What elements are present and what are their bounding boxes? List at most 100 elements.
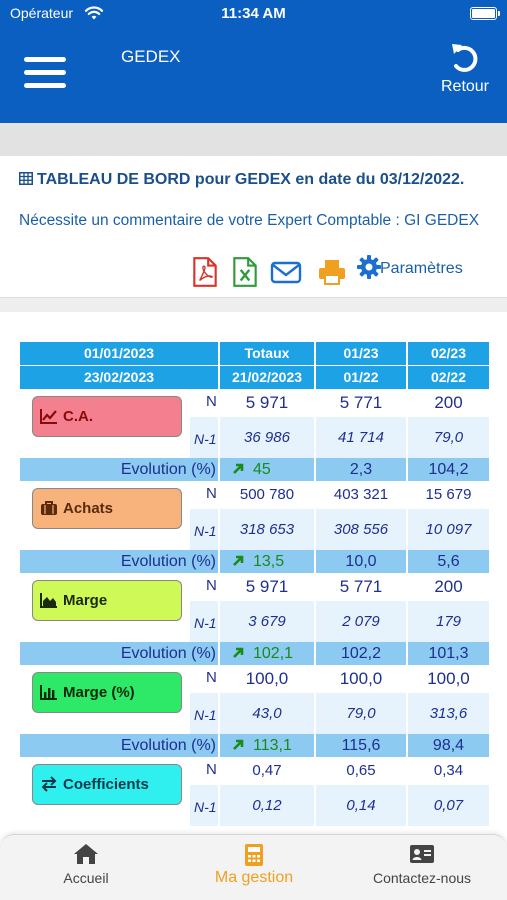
evolution-value: 10,0 [316,550,406,573]
wifi-icon [84,6,104,20]
header-cell: 01/01/2023 [20,342,218,365]
metric-label: C.A. [63,408,93,425]
printer-icon[interactable] [316,256,348,288]
arrow-up-right-icon [233,739,244,750]
accountant-comment: Nécessite un commentaire de votre Expert… [19,212,480,229]
metric-block-marge: Marge N N-1 5 971 5 771 200 3 679 2 079 … [20,574,489,666]
metric-block-achats: Achats N N-1 500 780 403 321 15 679 318 … [20,482,489,574]
settings-button[interactable]: Paramètres [356,254,496,284]
label-n: N [206,577,217,594]
arrow-up-right-icon [233,555,244,566]
back-button[interactable]: Retour [435,42,495,102]
briefcase-icon [41,501,57,515]
metric-block-marge-pct: Marge (%) N N-1 100,0 100,0 100,0 43,0 7… [20,666,489,758]
evolution-value: 2,3 [316,458,406,481]
value-n1: 2 079 [316,601,406,642]
tab-contactez-nous[interactable]: Contactez-nous [342,843,502,886]
metric-label: Achats [63,500,114,517]
header-cell: Totaux [220,342,314,365]
value-n: 0,34 [408,758,489,784]
value-n1: 3 679 [220,601,314,642]
metric-button-achats[interactable]: Achats [32,488,182,529]
metric-button-marge-pct[interactable]: Marge (%) [32,672,182,713]
metric-label: Coefficients [63,776,149,793]
value-n: 0,65 [316,758,406,784]
status-bar: Opérateur 11:34 AM [0,0,507,30]
evolution-value: 98,4 [408,734,489,757]
spacer-band [0,123,507,156]
clock: 11:34 AM [221,5,286,22]
tab-accueil[interactable]: Accueil [6,843,166,886]
evolution-value: 5,6 [408,550,489,573]
home-icon [74,844,98,864]
value-n1: 0,07 [408,785,489,826]
evolution-label: Evolution (%) [20,458,218,481]
value-n1: 36 986 [220,417,314,458]
tab-ma-gestion[interactable]: Ma gestion [174,843,334,887]
value-n1: 0,14 [316,785,406,826]
evolution-total: 13,5 [220,550,314,573]
value-n1: 308 556 [316,509,406,550]
value-n1: 79,0 [408,417,489,458]
arrow-up-right-icon [233,647,244,658]
header-cell: 01/22 [316,366,406,389]
dashboard-info: TABLEAU DE BORD pour GEDEX en date du 03… [0,156,507,298]
evolution-row: Evolution (%) 45 2,3 104,2 [20,458,489,481]
value-n: 5 771 [316,390,406,416]
label-n1: N-1 [194,799,217,815]
evolution-value: 102,2 [316,642,406,665]
battery-icon [470,7,500,20]
table-header-row: 01/01/2023 Totaux 01/23 02/23 [20,342,489,366]
bar-chart-icon [40,685,57,700]
value-n: 100,0 [408,666,489,692]
evolution-row: Evolution (%) 113,1 115,6 98,4 [20,734,489,757]
app-header: GEDEX Retour [0,30,507,123]
area-chart-icon [40,593,57,608]
value-n1: 0,12 [220,785,314,826]
metric-block-coefficients: Coefficients N N-1 0,47 0,65 0,34 0,12 0… [20,758,489,850]
evolution-total: 45 [220,458,314,481]
value-n: 200 [408,390,489,416]
tab-label: Accueil [63,870,109,886]
evolution-value: 104,2 [408,458,489,481]
value-n1: 179 [408,601,489,642]
metric-button-marge[interactable]: Marge [32,580,182,621]
label-n: N [206,485,217,502]
value-n: 5 971 [220,390,314,416]
header-cell: 01/23 [316,342,406,365]
metric-block-ca: C.A. N N-1 5 971 5 771 200 36 986 41 714… [20,390,489,482]
value-n1: 318 653 [220,509,314,550]
excel-icon[interactable] [230,256,260,288]
arrow-up-right-icon [233,463,244,474]
evolution-label: Evolution (%) [20,734,218,757]
value-n1: 79,0 [316,693,406,734]
gear-icon [357,255,381,279]
label-n: N [206,393,217,410]
table-header-row: 23/02/2023 21/02/2023 01/22 02/22 [20,366,489,390]
metric-button-coefficients[interactable]: Coefficients [32,764,182,805]
pdf-icon[interactable] [190,256,220,288]
label-n1: N-1 [194,615,217,631]
value-n1: 43,0 [220,693,314,734]
tab-label: Contactez-nous [372,870,472,886]
spacer-band [0,298,507,312]
envelope-icon[interactable] [270,256,302,288]
label-n1: N-1 [194,523,217,539]
header-cell: 02/23 [408,342,489,365]
value-n: 200 [408,574,489,600]
dashboard-title: TABLEAU DE BORD pour GEDEX en date du 03… [19,171,464,189]
label-n: N [206,669,217,686]
value-n1: 10 097 [408,509,489,550]
header-cell: 23/02/2023 [20,366,218,389]
exchange-icon [41,776,57,792]
settings-label: Paramètres [380,260,463,277]
metric-label: Marge (%) [63,684,135,701]
tab-label: Ma gestion [214,869,294,886]
carrier-label: Opérateur [10,5,74,21]
value-n: 15 679 [408,482,489,508]
value-n: 100,0 [220,666,314,692]
menu-icon[interactable] [24,55,66,91]
undo-icon [452,44,478,72]
metric-button-ca[interactable]: C.A. [32,396,182,437]
app-title: GEDEX [121,47,181,66]
